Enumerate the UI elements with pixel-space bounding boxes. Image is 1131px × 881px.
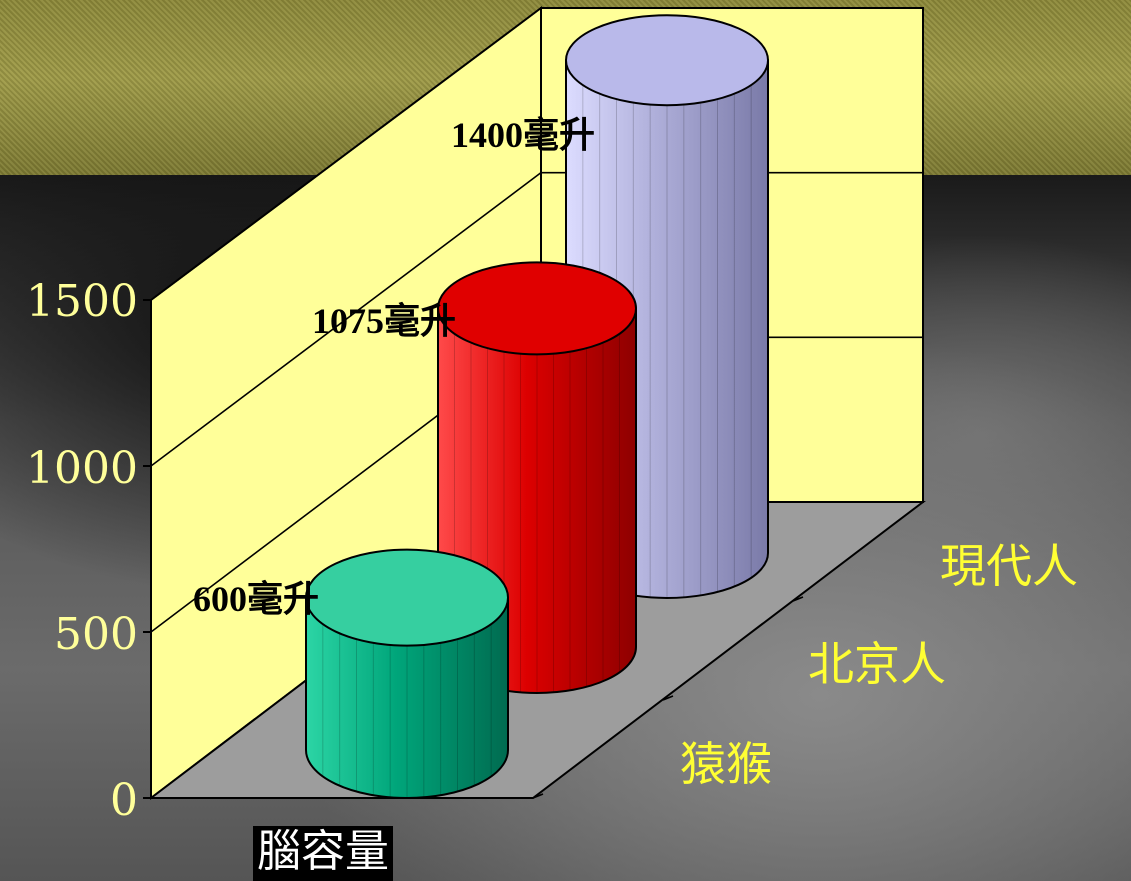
category-depth-ticks [532,596,804,799]
depth-tick-2 [792,596,804,602]
depth-tick-0 [532,793,544,799]
bar-top-1 [437,261,637,356]
gridline-side-1500 [150,7,542,301]
y-tick-label-0: 0 [110,775,138,826]
value-label-peking-man: 1075毫升 [312,301,456,341]
depth-tick-1 [662,695,674,701]
bar-top-0 [305,548,509,647]
bar-body-0 [305,596,509,799]
bar-ape [305,548,509,799]
category-label-peking-man: 北京人 [808,637,946,691]
y-tick-label-1000: 1000 [26,443,138,494]
bar-top-2 [565,14,769,107]
category-label-modern-human: 現代人 [940,539,1078,593]
gridline-side-1000 [150,172,542,467]
value-label-ape: 600毫升 [193,579,319,619]
x-axis-label: 腦容量 [253,826,393,881]
value-label-modern-human: 1400毫升 [451,115,595,155]
y-tick-label-1500: 1500 [26,276,138,327]
y-axis-ticks [143,299,151,799]
category-label-ape: 猿猴 [680,737,772,791]
y-tick-label-500: 500 [54,609,138,660]
bar-modern-human [565,14,769,599]
